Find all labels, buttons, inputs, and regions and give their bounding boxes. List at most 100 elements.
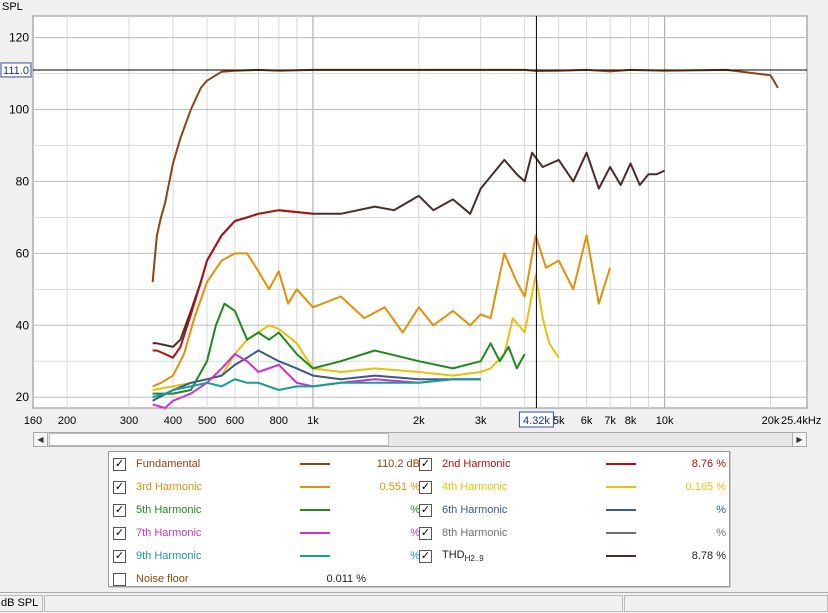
x-tick-label: 200: [58, 415, 76, 427]
legend-checkbox[interactable]: ✓: [113, 526, 126, 540]
legend-row-3rd-harmonic[interactable]: ✓ 3rd Harmonic 0.551 %: [113, 477, 420, 497]
x-tick-label: 3k: [475, 415, 487, 427]
chart-grid: [33, 16, 807, 408]
scroll-right-button[interactable]: ▶: [792, 433, 806, 446]
legend-checkbox[interactable]: ✓: [419, 480, 432, 494]
legend-checkbox[interactable]: [113, 572, 126, 586]
legend-swatch: [606, 555, 636, 557]
series-line-2nd-harmonic: [152, 209, 314, 359]
x-tick-label: 160: [24, 415, 42, 427]
legend-checkbox[interactable]: ✓: [113, 457, 126, 471]
status-cell-right: [624, 595, 828, 612]
legend-label: 9th Harmonic: [136, 550, 202, 562]
legend-row-7th-harmonic[interactable]: ✓ 7th Harmonic%: [113, 523, 420, 543]
series-line-5th-harmonic: [152, 302, 526, 395]
legend-swatch: [300, 486, 330, 488]
series-line-9th-harmonic: [152, 378, 481, 399]
legend-value: %: [410, 527, 420, 539]
legend-value: 8.76 %: [691, 458, 726, 470]
legend-panel: ✓ Fundamental 110.2 dB ✓ 2nd Harmonic 8.76 % ✓…: [108, 451, 730, 587]
series-line-6th-harmonic: [152, 349, 481, 402]
cursor-y-readout: 111.0: [3, 65, 29, 77]
x-tick-label: 6k: [581, 415, 593, 427]
legend-checkbox[interactable]: ✓: [419, 503, 432, 517]
legend-value: 0.165 %: [685, 481, 726, 493]
legend-row-fundamental[interactable]: ✓ Fundamental 110.2 dB: [113, 454, 420, 474]
x-tick-label: 300: [120, 415, 138, 427]
y-tick-label: 100: [9, 103, 29, 117]
scroll-left-button[interactable]: ◀: [34, 433, 48, 446]
legend-value: %: [410, 550, 420, 562]
chart-series: [151, 68, 779, 409]
y-tick-label: 60: [16, 246, 30, 260]
legend-label: 6th Harmonic: [442, 504, 508, 516]
x-tick-label: 5k: [553, 415, 565, 427]
series-line-3rd-harmonic: [152, 234, 612, 388]
legend-checkbox[interactable]: ✓: [419, 457, 432, 471]
legend-checkbox[interactable]: ✓: [419, 549, 432, 563]
legend-row-4th-harmonic[interactable]: ✓ 4th Harmonic 0.165 %: [419, 477, 726, 497]
legend-label: THDH2..9: [442, 548, 484, 564]
x-tick-label: 500: [198, 415, 216, 427]
x-tick-label: 25.4kHz: [781, 415, 821, 427]
legend-swatch: [606, 486, 636, 488]
legend-swatch: [606, 532, 636, 534]
legend-row-noise-floor[interactable]: Noise floor 0.011 %: [113, 569, 366, 589]
legend-row-thd[interactable]: ✓ THDH2..9 8.78 %: [419, 546, 726, 566]
legend-swatch: [606, 509, 636, 511]
legend-label: 2nd Harmonic: [442, 458, 511, 470]
legend-value: %: [716, 504, 726, 516]
legend-label: 8th Harmonic: [442, 527, 508, 539]
legend-row-6th-harmonic[interactable]: ✓ 6th Harmonic%: [419, 500, 726, 520]
legend-label: 7th Harmonic: [136, 527, 202, 539]
legend-label: 3rd Harmonic: [136, 481, 203, 493]
legend-value: 0.551 %: [379, 481, 420, 493]
x-tick-label: 10k: [656, 415, 674, 427]
scroll-thumb[interactable]: [49, 433, 389, 446]
x-tick-label: 1k: [307, 415, 319, 427]
series-line-7th-harmonic: [152, 353, 481, 409]
y-tick-label: 120: [9, 31, 29, 45]
legend-label: Noise floor: [136, 573, 189, 585]
cursor-x-readout-box: [518, 411, 554, 428]
legend-value: 110.2 dB: [376, 458, 420, 470]
legend-value: %: [716, 527, 726, 539]
x-tick-label: 2k: [413, 415, 425, 427]
cursor-x-readout: 4.32k: [523, 415, 550, 427]
legend-checkbox[interactable]: ✓: [419, 526, 432, 540]
cursor-y-readout-box: [0, 62, 32, 78]
legend-value: %: [410, 504, 420, 516]
legend-swatch: [606, 463, 636, 465]
legend-row-2nd-harmonic[interactable]: ✓ 2nd Harmonic 8.76 %: [419, 454, 726, 474]
distortion-chart[interactable]: 120 100 80 60 40 20 160 200 300 400 500 600 800 1k 2k 3…: [0, 0, 828, 432]
x-tick-label: 8k: [625, 415, 637, 427]
chart-axes: 120 100 80 60 40 20 160 200 300 400 500 600 800 1k 2k 3…: [0, 16, 821, 428]
legend-checkbox[interactable]: ✓: [113, 480, 126, 494]
x-tick-label: 7k: [604, 415, 616, 427]
legend-checkbox[interactable]: ✓: [113, 503, 126, 517]
horizontal-scrollbar[interactable]: ◀ ▶: [33, 432, 807, 447]
legend-value: 8.78 %: [691, 550, 726, 562]
legend-value: 0.011 %: [326, 573, 366, 585]
y-tick-label: 20: [16, 390, 30, 404]
x-tick-label: 20k: [762, 415, 780, 427]
y-axis-label: SPL: [2, 1, 23, 13]
legend-label: Fundamental: [136, 458, 201, 470]
legend-swatch: [300, 509, 330, 511]
legend-swatch: [300, 555, 330, 557]
legend-row-9th-harmonic[interactable]: ✓ 9th Harmonic%: [113, 546, 420, 566]
legend-label-sub: H2..9: [464, 554, 484, 564]
legend-swatch: [300, 463, 330, 465]
x-tick-label: 400: [164, 415, 182, 427]
legend-row-8th-harmonic[interactable]: ✓ 8th Harmonic%: [419, 523, 726, 543]
status-cell-main: [44, 595, 623, 612]
status-bar: dB SPL: [0, 592, 828, 613]
x-tick-label: 600: [226, 415, 244, 427]
status-unit: dB SPL: [0, 595, 43, 612]
legend-row-5th-harmonic[interactable]: ✓ 5th Harmonic%: [113, 500, 420, 520]
x-tick-label: 800: [270, 415, 288, 427]
legend-label: 5th Harmonic: [136, 504, 202, 516]
legend-checkbox[interactable]: ✓: [113, 549, 126, 563]
y-tick-label: 40: [16, 318, 30, 332]
legend-label: 4th Harmonic: [442, 481, 508, 493]
